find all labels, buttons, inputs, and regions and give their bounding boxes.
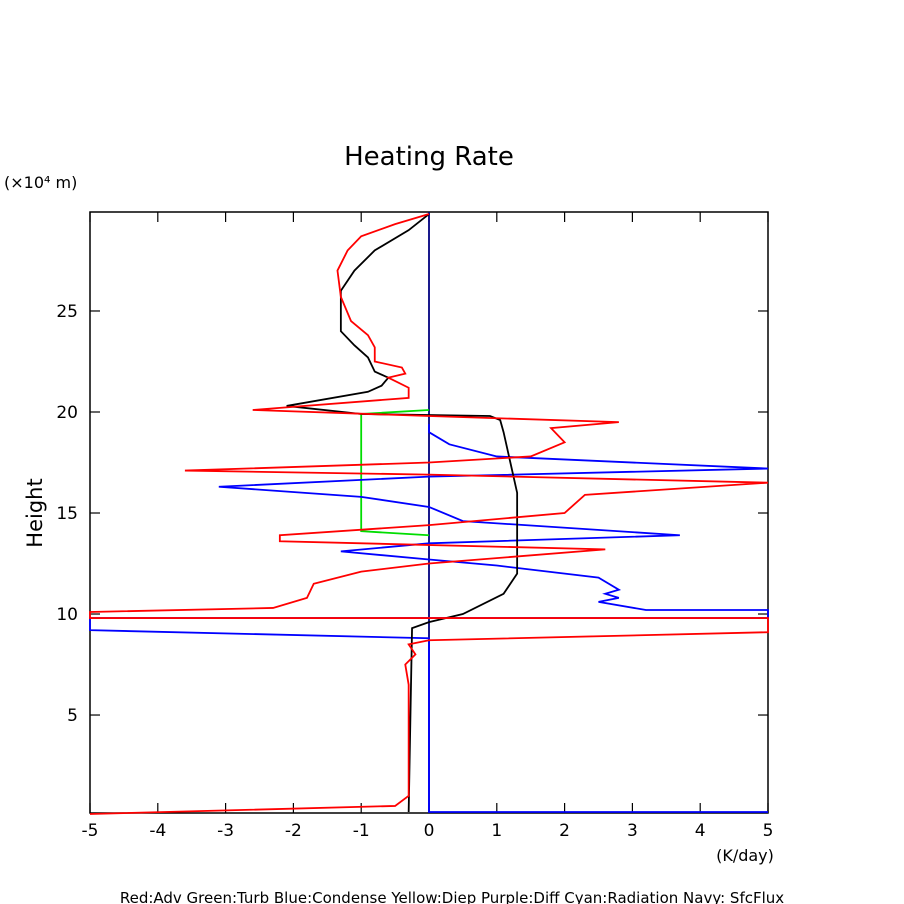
x-tick-label: 2	[559, 821, 570, 841]
x-tick-label: 5	[763, 821, 774, 841]
chart-title: Heating Rate	[344, 142, 514, 172]
y-tick-label: 5	[67, 706, 78, 726]
x-tick-label: -4	[149, 821, 166, 841]
x-tick-label: -5	[82, 821, 99, 841]
profile-line	[89, 213, 769, 815]
y-tick-label: 20	[56, 403, 78, 423]
x-tick-label: -1	[353, 821, 370, 841]
legend-note: Red:Adv Green:Turb Blue:Condense Yellow:…	[120, 889, 784, 904]
x-unit: (K/day)	[716, 846, 774, 865]
x-tick-label: 3	[627, 821, 638, 841]
x-tick-label: 4	[695, 821, 706, 841]
y-unit: (×10⁴ m)	[4, 173, 77, 192]
x-tick-label: 0	[424, 821, 435, 841]
y-tick-label: 10	[56, 605, 78, 625]
profile-line	[360, 409, 430, 537]
x-tick-label: -2	[285, 821, 302, 841]
x-tick-label: -3	[217, 821, 234, 841]
profile-line	[286, 213, 519, 813]
y-tick-label: 15	[56, 504, 78, 524]
x-tick-label: 1	[491, 821, 502, 841]
y-tick-label: 25	[56, 302, 78, 322]
y-label: Height	[23, 478, 47, 547]
